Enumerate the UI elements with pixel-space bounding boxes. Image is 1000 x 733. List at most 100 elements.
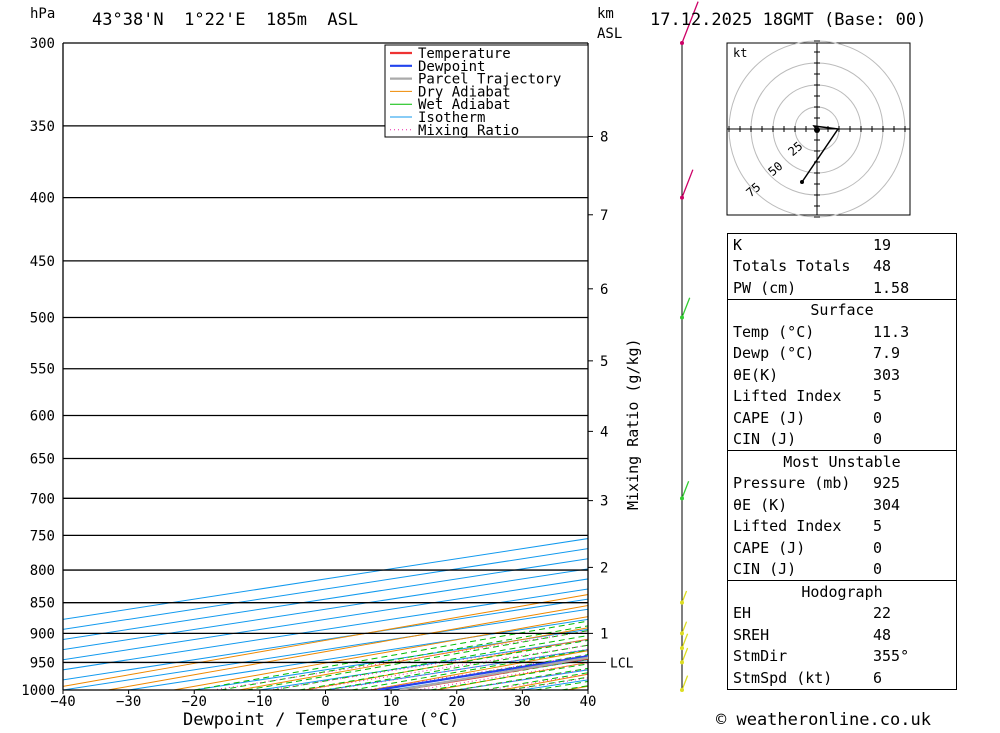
footer-credit: © weatheronline.co.uk <box>716 710 931 730</box>
index-label: PW (cm) <box>733 278 797 297</box>
legend-box <box>384 44 589 138</box>
index-label: K <box>733 235 743 254</box>
index-row: SREH 48 <box>728 624 956 646</box>
index-row: CIN (J) 0 <box>728 559 956 581</box>
asl-unit: ASL <box>597 26 623 42</box>
index-label: Lifted Index <box>733 517 842 536</box>
hodograph-unit: kt <box>733 46 747 60</box>
pressure-tick-label: 400 <box>30 191 55 207</box>
pressure-tick-label: 650 <box>30 452 55 468</box>
index-row: Pressure (mb) 925 <box>728 473 956 495</box>
index-value: 0 <box>873 538 883 557</box>
pressure-tick-label: 700 <box>30 491 55 507</box>
index-label: SREH <box>733 625 770 644</box>
km-unit: km <box>597 6 614 22</box>
legend-label: Wet Adiabat <box>418 97 511 113</box>
index-label: Totals Totals <box>733 257 851 276</box>
index-row: θE(K) 303 <box>728 364 956 386</box>
x-tick-label: −20 <box>182 694 207 710</box>
dry-adiabat-line <box>961 43 1000 690</box>
x-tick-label: −40 <box>50 694 75 710</box>
index-row: Lifted Index 5 <box>728 516 956 538</box>
hodograph-title: Hodograph <box>728 580 956 603</box>
index-row: CIN (J) 0 <box>728 429 956 451</box>
pressure-tick-label: 600 <box>30 408 55 424</box>
legend-label: Dewpoint <box>418 59 485 75</box>
pressure-tick-label: 1000 <box>21 683 55 699</box>
index-row: StmDir 355° <box>728 646 956 668</box>
wind-barb <box>681 647 689 663</box>
wind-barb <box>681 297 691 318</box>
index-row: PW (cm) 1.58 <box>728 277 956 299</box>
index-row: CAPE (J) 0 <box>728 407 956 429</box>
pressure-tick-label: 850 <box>30 596 55 612</box>
datetime-title: 17.12.2025 18GMT (Base: 00) <box>650 10 927 30</box>
index-label: StmSpd (kt) <box>733 668 833 687</box>
km-tick-label: 1 <box>600 626 608 642</box>
index-row: K 19 <box>728 234 956 256</box>
background-lines <box>63 43 1000 690</box>
pressure-tick-label: 300 <box>30 36 55 52</box>
index-value: 0 <box>873 560 883 579</box>
pressure-tick-label: 450 <box>30 254 55 270</box>
index-label: CAPE (J) <box>733 538 806 557</box>
pressure-unit: hPa <box>30 6 56 22</box>
index-label: Temp (°C) <box>733 322 815 341</box>
index-value: 0 <box>873 408 883 427</box>
isotherm-line <box>63 558 588 641</box>
index-label: Lifted Index <box>733 387 842 406</box>
x-tick-label: 10 <box>383 694 400 710</box>
index-value: 11.3 <box>873 322 910 341</box>
index-label: CAPE (J) <box>733 408 806 427</box>
index-value: 7.9 <box>873 344 901 363</box>
legend-label: Mixing Ratio <box>418 123 519 139</box>
isotherm-line <box>63 548 588 630</box>
wind-barb <box>681 169 694 198</box>
index-value: 355° <box>873 647 910 666</box>
x-axis-label: Dewpoint / Temperature (°C) <box>183 710 460 730</box>
legend-label: Dry Adiabat <box>418 84 511 100</box>
index-value: 6 <box>873 668 883 687</box>
pressure-tick-label: 500 <box>30 311 55 327</box>
legend-label: Parcel Trajectory <box>418 72 561 88</box>
index-row: Lifted Index 5 <box>728 386 956 408</box>
isotherm-line <box>63 578 588 661</box>
index-label: EH <box>733 604 752 623</box>
wind-barb <box>681 590 688 603</box>
legend-label: Isotherm <box>418 110 485 126</box>
wind-column <box>680 1 699 692</box>
indices-table: K 19 Totals Totals 48 PW (cm) 1.58 Surface … <box>727 233 957 690</box>
index-row: EH 22 <box>728 603 956 625</box>
km-tick-label: 8 <box>600 129 608 145</box>
index-row: StmSpd (kt) 6 <box>728 667 956 689</box>
legend-label: Temperature <box>418 46 511 62</box>
pressure-tick-label: 550 <box>30 362 55 378</box>
index-row: CAPE (J) 0 <box>728 537 956 559</box>
index-label: CIN (J) <box>733 430 797 449</box>
dry-adiabat-line <box>107 604 588 690</box>
index-label: θE(K) <box>733 365 779 384</box>
km-tick-label: 5 <box>600 354 608 370</box>
index-row: Temp (°C) 11.3 <box>728 321 956 343</box>
index-value: 5 <box>873 387 883 406</box>
index-row: Dewp (°C) 7.9 <box>728 343 956 365</box>
general-indices: K 19 Totals Totals 48 PW (cm) 1.58 <box>728 234 956 299</box>
x-tick-label: 30 <box>514 694 531 710</box>
km-tick-label: 6 <box>600 282 608 298</box>
pressure-tick-label: 900 <box>30 626 55 642</box>
hodograph-end-point <box>800 180 804 184</box>
surface-title: Surface <box>728 298 956 322</box>
km-tick-label: 7 <box>600 208 608 224</box>
lcl-label: LCL <box>610 656 634 671</box>
index-value: 925 <box>873 474 901 493</box>
index-value: 1.58 <box>873 278 910 297</box>
dry-adiabat-line <box>63 594 588 687</box>
dry-adiabat-line <box>173 616 588 690</box>
index-value: 19 <box>873 235 892 254</box>
wind-barb <box>681 621 688 634</box>
wind-barb <box>681 1 699 44</box>
axis-labels: 1234681015202530035040045050055060065070… <box>21 36 634 710</box>
